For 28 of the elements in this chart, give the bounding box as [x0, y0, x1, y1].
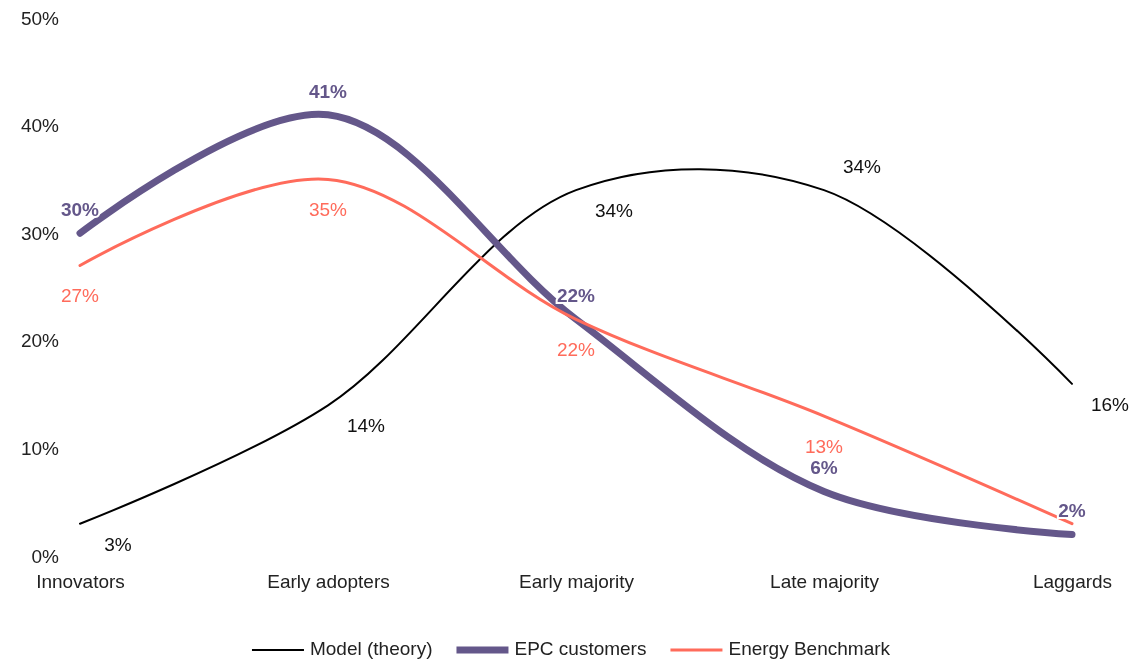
legend-label: Energy Benchmark	[728, 638, 891, 660]
y-tick-label: 50%	[20, 7, 60, 29]
data-label: 34%	[842, 156, 882, 178]
data-label: 3%	[104, 533, 132, 555]
legend-label: Model (theory)	[309, 638, 433, 660]
data-label: 6%	[810, 457, 838, 479]
data-label: 30%	[60, 199, 100, 221]
y-tick-label: 0%	[31, 545, 60, 567]
data-label: 16%	[1090, 393, 1130, 415]
x-tick-label: Early adopters	[267, 571, 390, 592]
data-label: 35%	[308, 199, 348, 221]
data-label: 41%	[308, 80, 348, 102]
data-label: 2%	[1058, 500, 1086, 522]
data-label: 27%	[60, 285, 100, 307]
y-tick-label: 20%	[20, 330, 60, 352]
x-tick-label: Early majority	[518, 571, 635, 592]
x-tick-label: Innovators	[36, 571, 125, 592]
data-label: 13%	[804, 436, 844, 458]
y-tick-label: 30%	[20, 222, 60, 244]
data-label: 34%	[594, 200, 634, 222]
y-tick-label: 40%	[20, 115, 60, 137]
y-tick-label: 10%	[20, 437, 60, 459]
data-label: 22%	[556, 339, 596, 361]
data-label: 22%	[556, 285, 596, 307]
data-label: 14%	[346, 415, 386, 437]
x-tick-label: Late majority	[770, 571, 880, 592]
x-tick-label: Laggards	[1032, 571, 1113, 592]
legend-label: EPC customers	[514, 638, 647, 660]
